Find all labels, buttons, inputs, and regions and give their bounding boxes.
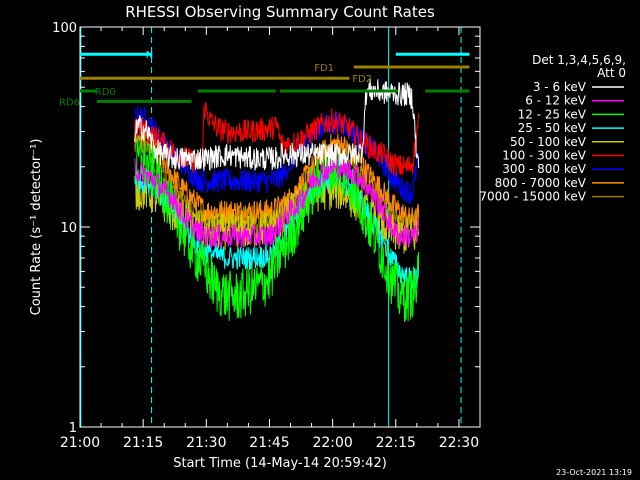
x-tick-label: 22:30 [439,435,479,451]
legend-detector-label: Det 1,3,4,5,6,9, [532,53,626,67]
y-tick-label: 100 [52,21,77,36]
chart-title: RHESSI Observing Summary Count Rates [125,3,435,21]
flag-label-rd6: RD6 [59,97,80,108]
x-tick-label: 22:15 [376,435,416,451]
x-tick-label: 21:00 [60,435,100,451]
legend-label-3: 25 - 50 keV [518,121,587,135]
series-line-3-6-kev [134,78,420,171]
plot-area [80,27,462,427]
x-tick-label: 21:45 [249,435,289,451]
legend-label-2: 12 - 25 keV [518,107,587,121]
y-axis-label: Count Rate (s⁻¹ detector⁻¹) [29,139,44,316]
series-line-12-25-kev [134,136,420,323]
legend-label-6: 300 - 800 keV [502,162,586,176]
flag-label-rd0: RD0 [95,87,116,98]
series-line-6-12-kev [134,156,420,249]
legend-label-5: 100 - 300 keV [502,149,586,163]
flag-label-n: N [146,50,153,61]
legend-label-0: 3 - 6 keV [533,80,587,94]
legend-attenuator-label: Att 0 [597,66,626,80]
x-tick-label: 21:15 [123,435,163,451]
flag-label-fd1: FD1 [314,63,334,74]
legend-label-7: 800 - 7000 keV [495,176,587,190]
flag-label-fd2: FD2 [352,74,372,85]
y-tick-label: 1 [69,421,77,436]
x-tick-label: 21:30 [186,435,226,451]
y-tick-label: 10 [60,221,77,236]
x-axis-label: Start Time (14-May-14 20:59:42) [173,456,387,471]
axes: 21:00 21:15 21:30 21:45 22:00 22:15 22:30 1 10 10… [52,21,481,451]
legend-label-1: 6 - 12 keV [525,94,587,108]
x-tick-label: 22:00 [312,435,352,451]
footer-date: 23-Oct-2021 13:19 [556,468,632,477]
legend-label-4: 50 - 100 keV [510,135,587,149]
legend-label-8: 7000 - 15000 keV [479,190,586,204]
